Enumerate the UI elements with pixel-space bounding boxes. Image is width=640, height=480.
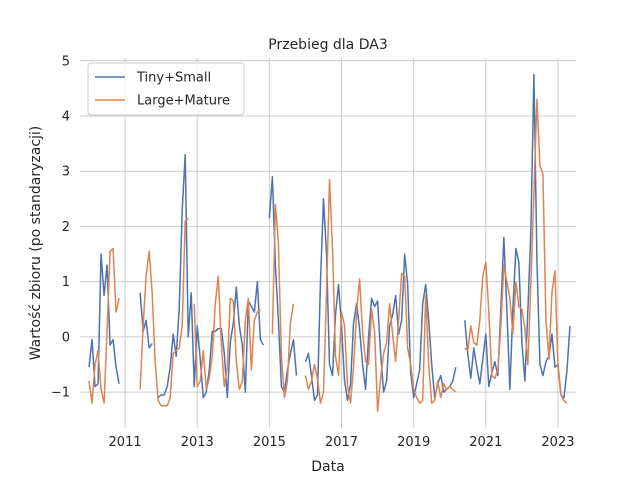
y-tick-label: −1 <box>51 386 70 401</box>
x-tick-label: 2019 <box>397 435 430 450</box>
y-tick-label: 4 <box>62 109 70 124</box>
series-line-tiny-small <box>139 292 153 349</box>
y-tick-label: 3 <box>62 165 70 180</box>
chart-title: Przebieg dla DA3 <box>268 37 387 53</box>
x-tick-label: 2011 <box>109 435 142 450</box>
x-tick-label: 2015 <box>253 435 286 450</box>
legend-box <box>87 62 245 116</box>
x-tick-label: 2023 <box>541 435 574 450</box>
series-group <box>88 73 571 413</box>
series-line-large-mature <box>271 203 295 399</box>
series-line-large-mature <box>88 247 120 404</box>
y-tick-label: 0 <box>62 330 70 345</box>
series-line-tiny-small <box>304 198 457 402</box>
legend-label-tiny-small: Tiny+Small <box>136 71 211 86</box>
series-line-tiny-small <box>157 153 265 399</box>
x-tick-label: 2013 <box>181 435 214 450</box>
x-tick-label: 2017 <box>325 435 358 450</box>
y-tick-label: 2 <box>62 220 70 235</box>
series-line-tiny-small <box>464 73 571 399</box>
series-line-large-mature <box>193 275 261 391</box>
y-tick-label: 1 <box>62 275 70 290</box>
x-tick-label: 2021 <box>469 435 502 450</box>
series-line-large-mature <box>304 178 457 413</box>
y-ticks: −1 0 1 2 3 4 5 <box>51 54 70 400</box>
series-line-large-mature <box>139 217 189 407</box>
legend: Tiny+Small Large+Mature <box>87 62 245 116</box>
y-axis-label: Wartość zbioru (po standaryzacji) <box>28 126 44 361</box>
series-line-tiny-small <box>268 175 298 393</box>
x-axis-label: Data <box>311 459 344 475</box>
series-line-large-mature <box>464 98 568 404</box>
y-tick-label: 5 <box>62 54 70 69</box>
x-ticks: 2011 2013 2015 2017 2019 2021 2023 <box>109 435 575 450</box>
legend-label-large-mature: Large+Mature <box>137 94 230 109</box>
